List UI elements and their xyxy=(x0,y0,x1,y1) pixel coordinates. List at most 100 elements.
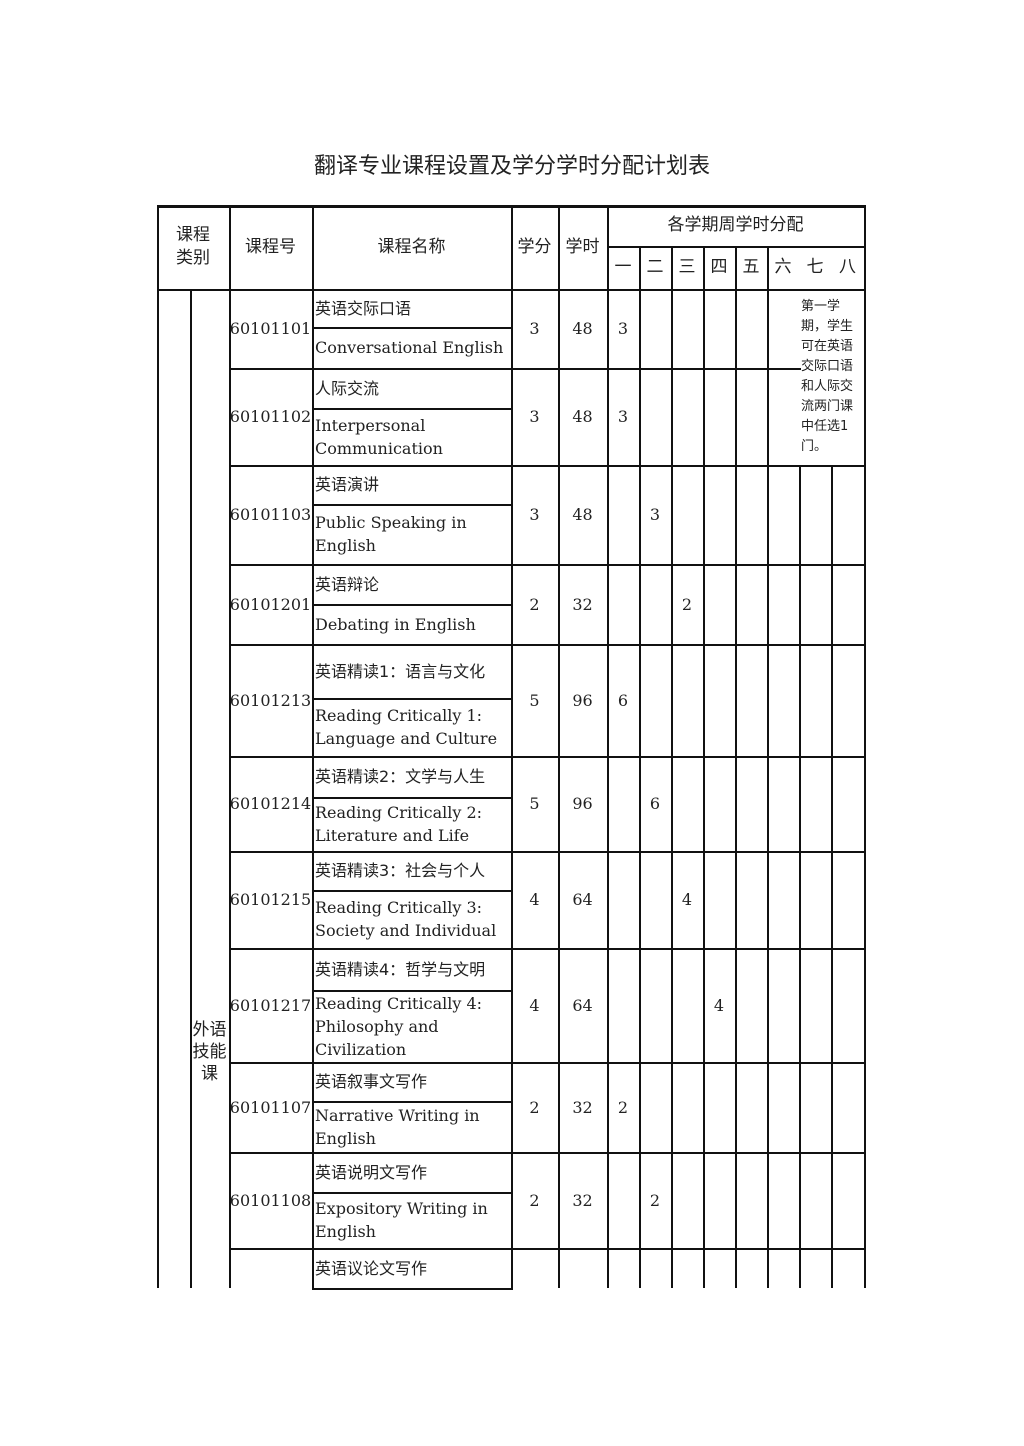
table-rule xyxy=(864,205,866,1288)
table-rule xyxy=(312,698,513,700)
semester-hours-1: 3 xyxy=(617,319,629,338)
semester-hours-8-cell xyxy=(831,644,864,756)
table-rule xyxy=(229,1152,801,1154)
course-name-en-cell: Debating in English xyxy=(312,604,511,644)
semester-hours-1-cell xyxy=(607,1248,639,1288)
course-code-cell: 60101101 xyxy=(229,289,312,368)
semester-hours-2-cell: 2 xyxy=(639,1152,671,1248)
table-rule xyxy=(157,205,159,1288)
course-name-cn-cell: 英语演讲 xyxy=(312,465,511,504)
semester-hours-5-cell xyxy=(735,851,767,948)
table-rule xyxy=(799,1248,866,1250)
course-code-cell: 60101213 xyxy=(229,644,312,756)
semester-hours-1-cell: 6 xyxy=(607,644,639,756)
semester-hours-2-cell xyxy=(639,289,671,368)
course-name-en: Conversational English xyxy=(315,338,504,357)
table-rule xyxy=(831,465,833,1288)
header-code-cell: 课程号 xyxy=(229,205,312,289)
header-credits-cell: 学分 xyxy=(511,205,558,289)
semester-hours-2: 2 xyxy=(649,1190,661,1210)
course-name-cn-cell: 英语辩论 xyxy=(312,564,511,604)
semester-hours-2-cell xyxy=(639,368,671,465)
course-name-cn-cell: 人际交流 xyxy=(312,368,511,408)
course-credits: 2 xyxy=(529,1097,540,1117)
course-name-cn: 英语辩论 xyxy=(315,574,380,594)
course-code: 60101215 xyxy=(229,890,312,909)
table-rule xyxy=(312,797,513,799)
semester-hours-7-cell xyxy=(799,1062,831,1152)
semester-hours-2: 6 xyxy=(649,794,661,813)
course-credits: 4 xyxy=(529,890,540,909)
header-semester-4: 四 xyxy=(710,257,728,277)
course-credits: 2 xyxy=(529,594,540,614)
header-semester-group: 各学期周学时分配 xyxy=(667,215,804,235)
course-name-en-cell: Reading Critically 1: Language and Cultu… xyxy=(312,698,511,756)
category-label-cell: 外语技能课 xyxy=(190,289,229,1288)
semester-hours-5-cell xyxy=(735,1152,767,1248)
header-name: 课程名称 xyxy=(377,236,446,257)
semester-hours-8-cell xyxy=(831,1152,864,1248)
header-code: 课程号 xyxy=(245,236,296,257)
semester-hours-8-cell xyxy=(831,564,864,644)
course-name-en: Reading Critically 4: Philosophy and Civ… xyxy=(315,993,483,1059)
table-rule xyxy=(767,246,769,1288)
semester-hours-3-cell xyxy=(671,948,703,1062)
semester-hours-1-cell xyxy=(607,1152,639,1248)
course-name-en: Expository Writing in English xyxy=(315,1199,488,1241)
course-hours-cell: 32 xyxy=(558,1062,607,1152)
course-credits: 3 xyxy=(529,319,540,338)
course-name-cn: 英语交际口语 xyxy=(315,298,412,318)
table-rule xyxy=(735,246,737,1288)
course-name-en-cell: Expository Writing in English xyxy=(312,1192,511,1248)
course-hours: 96 xyxy=(572,794,593,813)
course-hours: 32 xyxy=(572,1190,593,1210)
semester-hours-1-cell xyxy=(607,564,639,644)
semester-hours-7-cell xyxy=(799,851,831,948)
course-code-cell: 60101108 xyxy=(229,1152,312,1248)
course-name-cn-cell: 英语精读1：语言与文化 xyxy=(312,644,511,698)
table-rule xyxy=(799,644,866,646)
course-code-cell: 60101107 xyxy=(229,1062,312,1152)
course-name-cn: 英语精读1：语言与文化 xyxy=(315,661,486,681)
course-code: 60101101 xyxy=(229,319,312,338)
course-code: 60101201 xyxy=(229,594,312,614)
course-code-cell: 60101103 xyxy=(229,465,312,564)
semester-hours-1-cell xyxy=(607,948,639,1062)
course-code: 60101108 xyxy=(229,1190,312,1210)
header-semester-4-cell: 四 xyxy=(703,246,735,289)
semester-hours-6-cell xyxy=(767,644,799,756)
header-semester-1-cell: 一 xyxy=(607,246,639,289)
course-hours-cell: 64 xyxy=(558,851,607,948)
table-rule xyxy=(229,1248,801,1250)
course-hours-cell: 48 xyxy=(558,368,607,465)
course-name-en-cell: Conversational English xyxy=(312,327,511,368)
semester-hours-5-cell xyxy=(735,368,767,465)
table-rule xyxy=(190,289,192,1288)
semester-hours-3-cell xyxy=(671,465,703,564)
semester-hours-4-cell xyxy=(703,756,735,851)
semester-hours-8-cell xyxy=(831,1062,864,1152)
course-name-cn-cell: 英语说明文写作 xyxy=(312,1152,511,1192)
course-credits-cell xyxy=(511,1248,558,1288)
semester-hours-5-cell xyxy=(735,1062,767,1152)
course-credits-cell: 2 xyxy=(511,1062,558,1152)
course-credits-cell: 4 xyxy=(511,948,558,1062)
table-rule xyxy=(229,368,801,370)
semester-hours-4-cell xyxy=(703,465,735,564)
table-rule xyxy=(312,1288,513,1290)
category-label: 外语技能课 xyxy=(192,1020,227,1084)
semester-hours-4-cell xyxy=(703,1248,735,1288)
semester-hours-3-cell: 2 xyxy=(671,564,703,644)
semester-hours-3: 4 xyxy=(681,890,693,909)
semester-hours-5-cell xyxy=(735,289,767,368)
semester-hours-5-cell xyxy=(735,564,767,644)
course-credits-cell: 3 xyxy=(511,368,558,465)
semester-hours-1-cell xyxy=(607,465,639,564)
course-name-en: Interpersonal Communication xyxy=(315,415,443,458)
course-name-en: Reading Critically 3: Society and Indivi… xyxy=(315,898,497,940)
course-name-cn: 英语精读4：哲学与文明 xyxy=(315,959,486,979)
course-credits-cell: 4 xyxy=(511,851,558,948)
semester-hours-1: 2 xyxy=(617,1097,629,1117)
semester-hours-3-cell xyxy=(671,368,703,465)
